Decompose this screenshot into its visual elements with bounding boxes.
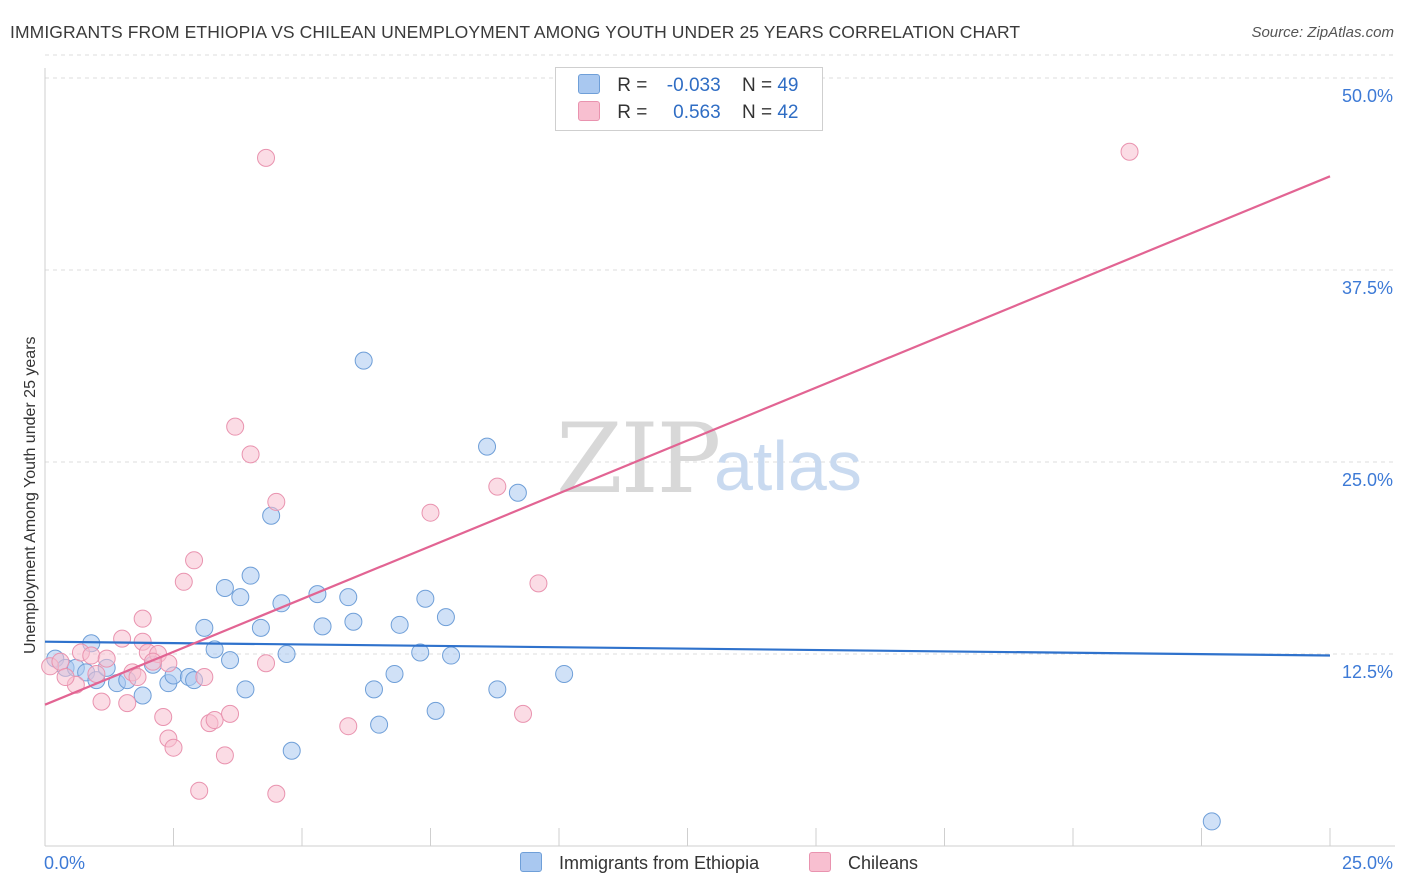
ethiopia-point [231, 588, 250, 607]
legend-r-value: -0.033 [666, 75, 721, 96]
legend-item-ethiopia[interactable]: Immigrants from Ethiopia [520, 852, 759, 874]
ethiopia-point [339, 588, 358, 607]
ethiopia-point [442, 646, 461, 665]
chileans-point [97, 649, 116, 668]
ethiopia-point [195, 618, 214, 637]
y-axis-label: Unemployment Among Youth under 25 years [22, 336, 39, 654]
ethiopia-point [411, 643, 430, 662]
legend-n-value: 49 [777, 75, 799, 96]
chileans-point [421, 503, 440, 522]
ethiopia-point [364, 680, 383, 699]
y-tick-label: 50.0% [1342, 86, 1393, 106]
legend-r-label: R = [617, 102, 648, 123]
chileans-point [154, 707, 173, 726]
legend-n-label: N = [741, 75, 773, 96]
chileans-point [241, 445, 260, 464]
chileans-point [339, 717, 358, 736]
legend-item-chileans[interactable]: Chileans [809, 852, 918, 874]
chileans-point [82, 646, 101, 665]
ethiopia-point [205, 640, 224, 659]
y-tick-label: 37.5% [1342, 278, 1393, 298]
legend-label-ethiopia: Immigrants from Ethiopia [559, 853, 760, 873]
chileans-point [185, 551, 204, 570]
chileans-point [215, 746, 234, 765]
ethiopia-point [390, 615, 409, 634]
chileans-point [488, 477, 507, 496]
chileans-point [128, 668, 147, 687]
legend-r-value: 0.563 [673, 102, 721, 123]
axis-layer: 12.5% 25.0% 37.5% 50.0% 0.0% 25.0% [44, 68, 1395, 873]
x-tick-label: 0.0% [44, 853, 85, 873]
watermark-atlas: atlas [714, 427, 862, 505]
ethiopia-point [508, 483, 527, 502]
chileans-trend-line [44, 175, 1331, 706]
ethiopia-point [370, 715, 389, 734]
correlation-legend: R = -0.033 N = 49 R = 0.563 N = 42 [555, 67, 823, 131]
legend-label-chileans: Chileans [848, 853, 919, 873]
chileans-point [51, 652, 70, 671]
legend-r-label: R = [617, 75, 648, 96]
legend-swatch-chileans [809, 852, 831, 872]
y-tick-label: 25.0% [1342, 470, 1393, 490]
ethiopia-point [241, 566, 260, 585]
legend-n-value: 42 [777, 102, 799, 123]
chileans-point [174, 572, 193, 591]
legend-n-label: N = [741, 102, 773, 123]
ethiopia-point [488, 680, 507, 699]
chileans-point [113, 629, 132, 648]
chileans-point [205, 711, 224, 730]
chileans-point [267, 492, 286, 511]
chileans-point [267, 784, 286, 803]
legend-swatch-ethiopia [578, 74, 600, 94]
ethiopia-point [313, 617, 332, 636]
chileans-point [133, 609, 152, 628]
chileans-point [226, 417, 245, 436]
ethiopia-point [436, 608, 455, 627]
ethiopia-point [478, 437, 497, 456]
ethiopia-point [354, 351, 373, 370]
ethiopia-point [385, 664, 404, 683]
ethiopia-point [251, 618, 270, 637]
chileans-point [190, 781, 209, 800]
ethiopia-point [1202, 812, 1221, 831]
ethiopia-point [555, 664, 574, 683]
ethiopia-point [282, 741, 301, 760]
chileans-point [257, 148, 276, 167]
watermark-zip: ZIP [556, 403, 719, 515]
legend-swatch-chileans [578, 101, 600, 121]
chileans-point [195, 668, 214, 687]
x-tick-label: 25.0% [1342, 853, 1393, 873]
chart-title: IMMIGRANTS FROM ETHIOPIA VS CHILEAN UNEM… [10, 22, 1021, 42]
legend-row-ethiopia: R = -0.033 N = 49 [578, 74, 798, 98]
ethiopia-point [277, 645, 296, 663]
ethiopia-point [133, 686, 152, 705]
ethiopia-point [221, 651, 240, 670]
chart-source: Source: ZipAtlas.com [1251, 24, 1394, 41]
chileans-point [514, 704, 533, 723]
ethiopia-trend-line [44, 640, 1331, 657]
chileans-point [118, 694, 137, 713]
chileans-point [221, 704, 240, 723]
chileans-point [92, 692, 111, 711]
chileans-point [1120, 142, 1139, 161]
chileans-point [56, 668, 75, 687]
legend-swatch-ethiopia [520, 852, 542, 872]
ethiopia-point [416, 589, 435, 608]
points-layer [41, 142, 1221, 831]
chileans-point [257, 654, 276, 673]
y-tick-label: 12.5% [1342, 662, 1393, 682]
chileans-point [164, 738, 183, 757]
legend-row-chileans: R = 0.563 N = 42 [578, 101, 798, 125]
ethiopia-point [215, 578, 234, 597]
ethiopia-point [426, 701, 445, 720]
ethiopia-point [236, 680, 255, 699]
trend-layer [44, 175, 1331, 706]
grid-layer [45, 54, 1395, 655]
chileans-point [529, 574, 548, 593]
ethiopia-point [344, 612, 363, 631]
